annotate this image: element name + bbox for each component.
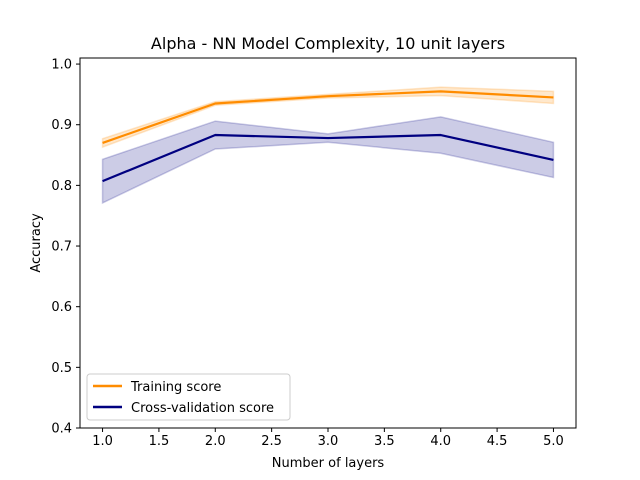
x-tick-label: 4.0 xyxy=(430,434,451,449)
x-axis-ticks: 1.0 1.5 2.0 2.5 3.0 3.5 4.0 4.5 5.0 xyxy=(92,428,564,449)
x-tick-label: 3.5 xyxy=(374,434,395,449)
plot-frame xyxy=(79,57,577,429)
y-tick-label: 0.9 xyxy=(51,118,72,133)
band-cross-validation xyxy=(101,116,555,205)
y-axis-label: Accuracy xyxy=(29,213,44,273)
legend: Training score Cross-validation score xyxy=(86,373,291,421)
chart-title: Alpha - NN Model Complexity, 10 unit lay… xyxy=(151,34,505,53)
y-tick-label: 0.6 xyxy=(51,300,72,315)
y-tick-label: 0.7 xyxy=(51,240,72,255)
y-tick-label: 0.5 xyxy=(51,361,72,376)
x-tick-label: 2.5 xyxy=(261,434,282,449)
confidence-bands xyxy=(101,86,555,205)
legend-label-cross-validation: Cross-validation score xyxy=(131,401,274,416)
y-axis-ticks: 0.4 0.5 0.6 0.7 0.8 0.9 1.0 xyxy=(51,58,80,437)
band-training xyxy=(101,86,555,149)
x-tick-label: 4.5 xyxy=(487,434,508,449)
x-tick-label: 1.5 xyxy=(149,434,170,449)
y-tick-label: 0.4 xyxy=(51,422,72,437)
x-tick-label: 1.0 xyxy=(92,434,113,449)
x-tick-label: 3.0 xyxy=(318,434,339,449)
series-lines xyxy=(102,90,554,183)
legend-box xyxy=(86,373,291,421)
legend-label-training: Training score xyxy=(130,380,221,395)
x-axis-label: Number of layers xyxy=(272,456,385,471)
x-tick-label: 2.0 xyxy=(205,434,226,449)
x-tick-label: 5.0 xyxy=(543,434,564,449)
y-tick-label: 1.0 xyxy=(51,58,72,73)
y-tick-label: 0.8 xyxy=(51,179,72,194)
